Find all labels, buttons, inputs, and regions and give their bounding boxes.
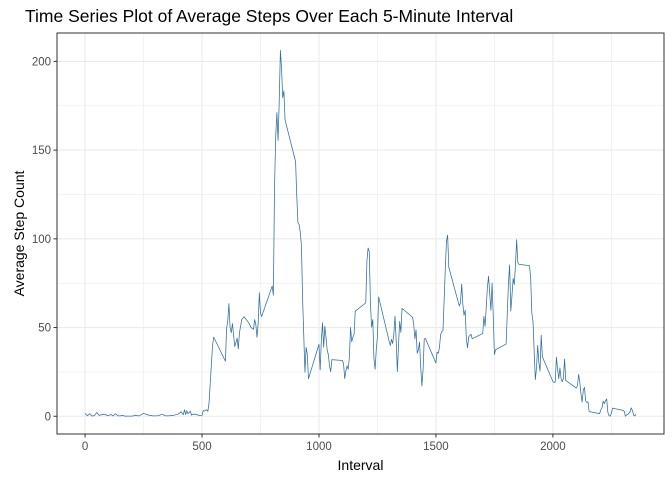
chart-title: Time Series Plot of Average Steps Over E…	[25, 6, 514, 26]
panel-border	[56, 32, 665, 435]
y-tick-label: 150	[32, 145, 51, 157]
x-tick-label: 1000	[306, 441, 332, 453]
y-tick-label: 200	[32, 56, 51, 68]
x-tick-label: 500	[192, 441, 211, 453]
y-tick-label: 50	[38, 323, 51, 335]
x-axis-title: Interval	[338, 457, 384, 473]
x-tick-label: 0	[82, 441, 88, 453]
x-tick-label: 2000	[540, 441, 566, 453]
series-layer	[84, 50, 637, 417]
y-tick-label: 0	[45, 411, 51, 423]
y-tick-label: 100	[32, 234, 51, 246]
grid-lines	[57, 33, 664, 434]
x-tick-label: 1500	[423, 441, 449, 453]
axis-ticks: 0 500 1000 1500 2000 0 50 100 150 200	[32, 56, 566, 453]
y-axis-title: Average Step Count	[11, 170, 27, 296]
series-line-0	[84, 50, 637, 417]
